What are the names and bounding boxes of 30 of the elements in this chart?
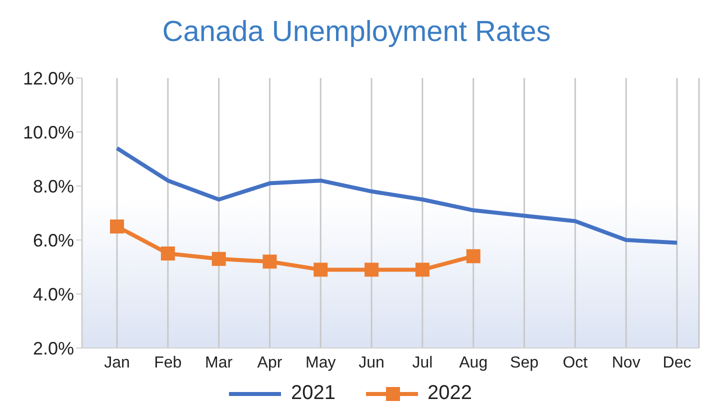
x-tick-label: Jun	[358, 354, 384, 372]
chart-title: Canada Unemployment Rates	[161, 16, 552, 49]
x-tick-label: Feb	[154, 354, 182, 372]
legend-label: 2021	[291, 382, 336, 405]
y-tick-label: 12.0%	[22, 68, 74, 88]
point	[466, 249, 480, 264]
point	[314, 262, 328, 277]
x-tick-label: Oct	[562, 354, 588, 372]
point	[262, 254, 277, 269]
x-tick-label: Apr	[257, 354, 283, 372]
x-tick-label: Nov	[612, 354, 640, 372]
x-tick-label: Jan	[104, 354, 130, 372]
legend-label: 2022	[428, 382, 472, 405]
y-tick-label: 8.0%	[32, 176, 74, 196]
x-tick-label: Aug	[459, 354, 488, 372]
x-tick-label: Dec	[662, 354, 692, 372]
y-tick-label: 2.0%	[32, 338, 74, 358]
x-tick-label: Mar	[205, 354, 234, 372]
x-tick-label: May	[306, 354, 336, 372]
x-tick-label: Sep	[510, 354, 539, 372]
y-tick-label: 4.0%	[32, 284, 74, 304]
point	[160, 246, 175, 260]
x-tick-label: Jul	[412, 354, 433, 372]
point	[415, 262, 430, 277]
point	[212, 252, 226, 266]
y-tick-label: 6.0%	[32, 230, 74, 250]
point	[110, 220, 124, 234]
point	[364, 262, 379, 277]
y-tick-label: 10.0%	[22, 122, 74, 142]
line-series	[115, 146, 679, 245]
